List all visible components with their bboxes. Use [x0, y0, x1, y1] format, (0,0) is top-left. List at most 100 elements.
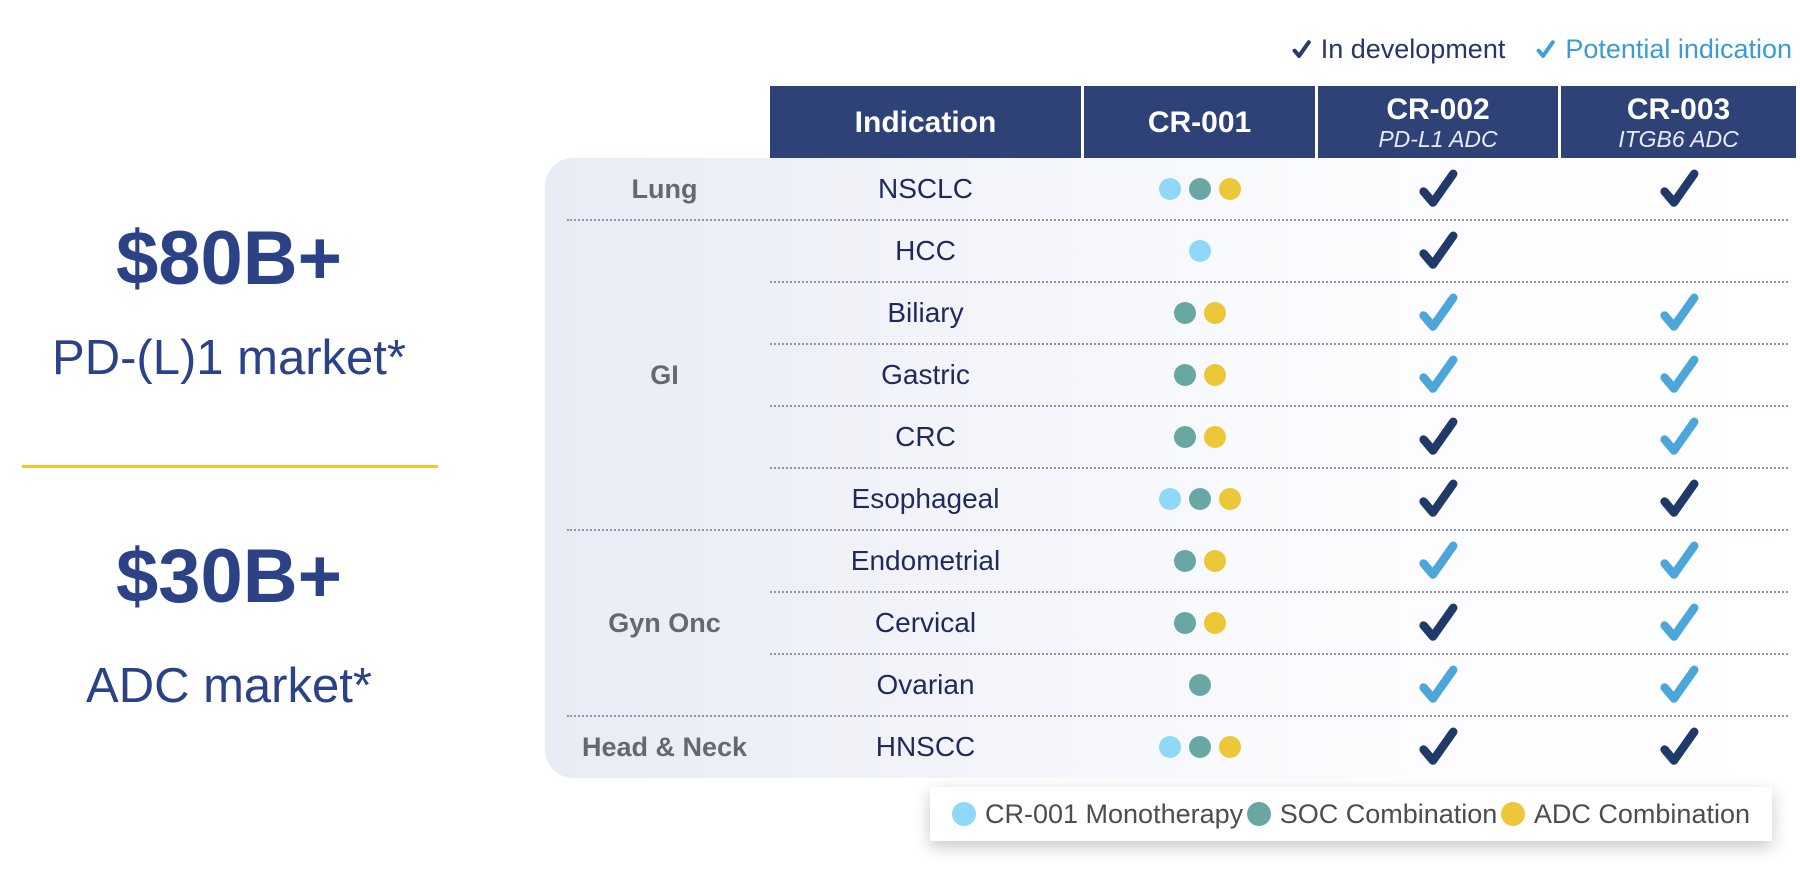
check-icon — [1419, 479, 1458, 517]
cr002-status-cell — [1318, 220, 1558, 282]
dot-adc-icon — [1203, 302, 1226, 324]
indication-label: NSCLC — [878, 173, 973, 204]
check-icon — [1419, 293, 1458, 331]
check-icon — [1659, 293, 1698, 331]
indication-label: Gastric — [881, 359, 970, 390]
header-cr002-subtitle: PD-L1 ADC — [1378, 125, 1498, 152]
cr003-status-cell — [1561, 220, 1796, 282]
row-separator — [567, 529, 1788, 531]
check-icon — [1659, 727, 1698, 765]
cr001-therapy-dots — [1084, 716, 1315, 778]
cr003-status-cell — [1561, 468, 1796, 530]
legend-item: CR-001 Monotherapy — [952, 799, 1243, 830]
dot-soc-icon — [1173, 550, 1196, 572]
indication-label: Cervical — [874, 607, 977, 638]
check-icon — [1419, 727, 1458, 765]
group-label — [545, 282, 770, 344]
cr003-status-cell — [1561, 406, 1796, 468]
table-row: GI Gastric — [545, 344, 1796, 406]
check-icon — [1659, 603, 1698, 641]
dot-adc-icon — [1218, 488, 1241, 510]
gold-divider — [22, 465, 438, 468]
row-separator — [567, 219, 1788, 221]
cr003-status-cell — [1561, 344, 1796, 406]
dot-adc-icon — [1203, 612, 1226, 634]
table-row: HCC — [545, 220, 1796, 282]
cr001-therapy-dots — [1084, 344, 1315, 406]
header-cr003: CR-003 ITGB6 ADC — [1561, 86, 1796, 158]
legend-in-development: In development — [1291, 34, 1506, 65]
group-label — [545, 406, 770, 468]
check-icon — [1419, 603, 1458, 641]
check-icon — [1292, 40, 1311, 58]
table-row: CRC — [545, 406, 1796, 468]
cr001-therapy-dots — [1084, 468, 1315, 530]
indication-label: CRC — [895, 421, 956, 452]
pdl1-market-value: $80B+ — [115, 216, 343, 301]
dot-adc-icon — [1203, 550, 1226, 572]
cr003-status-cell — [1561, 592, 1796, 654]
group-label — [545, 654, 770, 716]
dot-adc-icon — [1500, 802, 1525, 826]
legend-item-label: CR-001 Monotherapy — [985, 798, 1244, 829]
dot-soc-icon — [1188, 736, 1211, 758]
pdl1-market-label: PD-(L)1 market* — [52, 331, 406, 385]
dot-adc-icon — [1218, 736, 1241, 758]
header-indication-title: Indication — [854, 105, 997, 139]
legend-item-label: SOC Combination — [1279, 798, 1498, 829]
group-label: Gyn Onc — [608, 607, 721, 638]
dot-mono-icon — [1158, 488, 1181, 510]
dot-mono-icon — [1158, 736, 1181, 758]
cr001-therapy-dots — [1084, 530, 1315, 592]
check-icon — [1419, 665, 1458, 703]
check-icon — [1536, 40, 1556, 58]
cr003-status-cell — [1561, 530, 1796, 592]
check-icon — [1419, 417, 1458, 455]
market-stats-panel: $80B+ PD-(L)1 market* $30B+ ADC market* — [0, 0, 458, 879]
check-icon — [1291, 39, 1312, 60]
cr001-therapy-dots — [1084, 592, 1315, 654]
cr002-status-cell — [1318, 344, 1558, 406]
dot-soc-icon — [1173, 364, 1196, 386]
potential-indication-label: Potential indication — [1565, 34, 1792, 64]
indication-table-body: Lung NSCLC HCC Biliary GI Gastric CRC Esophagea… — [545, 158, 1796, 778]
table-row: Gyn Onc Cervical — [545, 592, 1796, 654]
row-separator — [770, 281, 1788, 283]
indication-label: Ovarian — [876, 669, 975, 700]
dot-soc-icon — [1188, 488, 1211, 510]
row-separator — [770, 405, 1788, 407]
dot-soc-icon — [1188, 178, 1211, 200]
indication-label: Esophageal — [851, 483, 1000, 514]
check-icon — [1659, 355, 1698, 393]
cr001-therapy-dots — [1084, 158, 1315, 220]
row-separator — [770, 467, 1788, 469]
cr001-therapy-dots — [1084, 406, 1315, 468]
cr003-status-cell — [1561, 716, 1796, 778]
check-icon — [1419, 541, 1458, 579]
check-icon — [1535, 39, 1556, 60]
cr001-therapy-dots — [1084, 282, 1315, 344]
check-icon — [1419, 231, 1458, 269]
cr002-status-cell — [1318, 158, 1558, 220]
dot-mono-icon — [1188, 240, 1211, 262]
table-row: Esophageal — [545, 468, 1796, 530]
dot-mono-icon — [952, 802, 976, 826]
check-icon — [1659, 169, 1698, 207]
table-row: Ovarian — [545, 654, 1796, 716]
check-icon — [1659, 541, 1698, 579]
cr002-status-cell — [1318, 282, 1558, 344]
header-cr003-title: CR-003 — [1626, 92, 1731, 126]
header-cr002: CR-002 PD-L1 ADC — [1318, 86, 1558, 158]
check-icon — [1659, 417, 1698, 455]
row-separator — [770, 343, 1788, 345]
dot-mono-icon — [1158, 178, 1181, 200]
row-separator — [567, 715, 1788, 717]
header-indication: Indication — [770, 86, 1081, 158]
cr002-status-cell — [1318, 716, 1558, 778]
adc-market-value: $30B+ — [115, 534, 343, 619]
in-development-label: In development — [1320, 34, 1506, 64]
dot-soc-icon — [1246, 802, 1271, 826]
legend-item: SOC Combination — [1246, 798, 1498, 830]
dot-adc-icon — [1218, 178, 1241, 200]
legend-item: ADC Combination — [1500, 799, 1750, 830]
